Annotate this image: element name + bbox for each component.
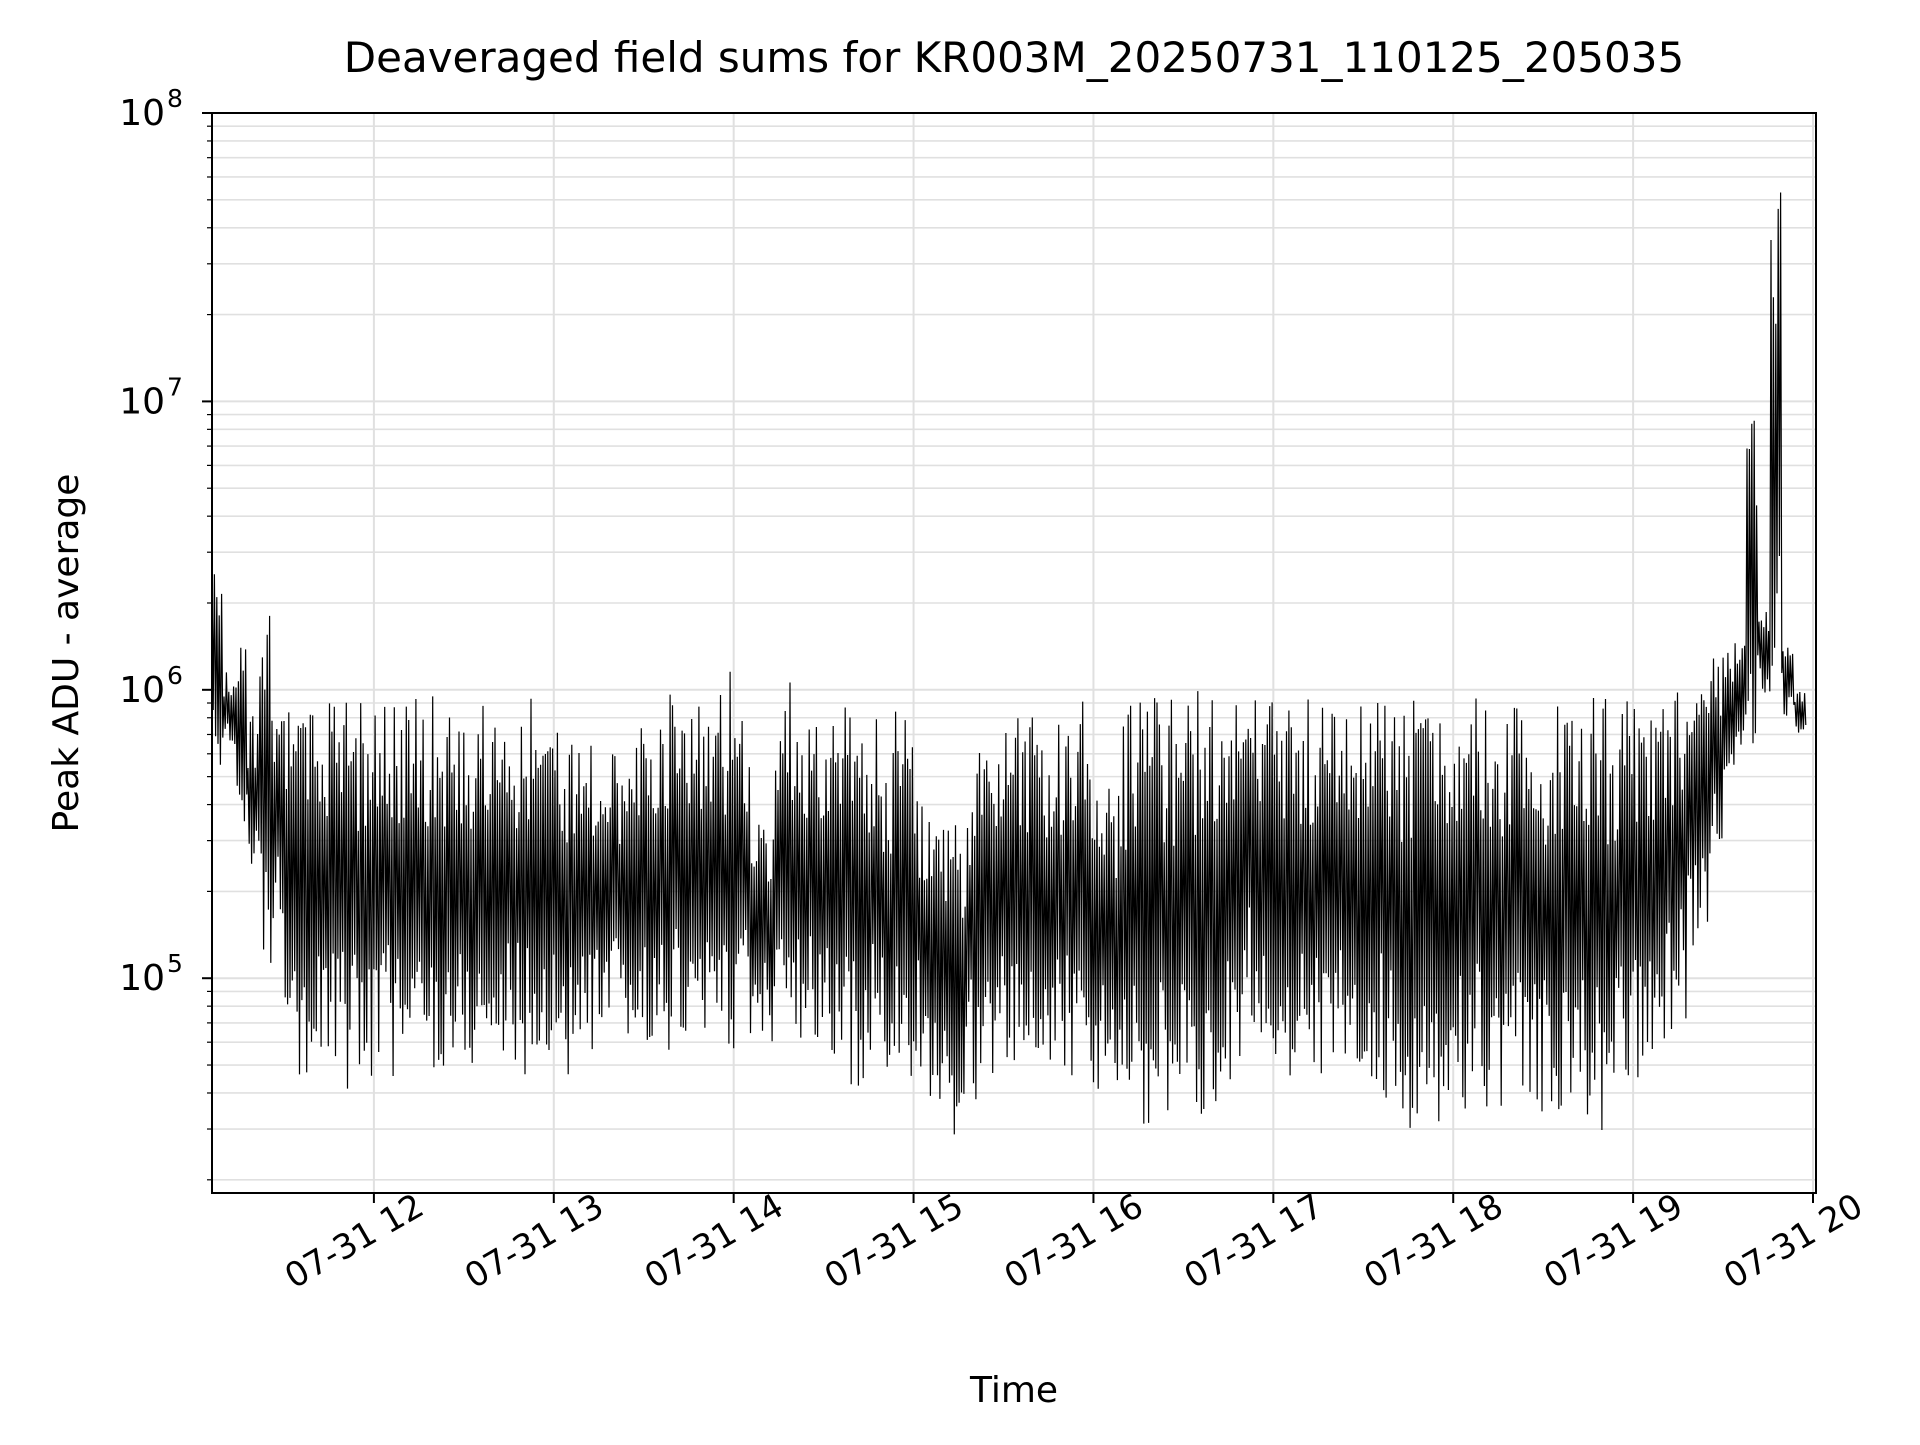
y-tick-label-exponent: 5	[167, 949, 183, 978]
y-axis-label: Peak ADU - average	[46, 474, 87, 833]
y-tick-label-exponent: 8	[167, 84, 183, 113]
chart-title: Deaveraged field sums for KR003M_2025073…	[344, 33, 1684, 82]
y-tick-label-base: 10	[119, 381, 165, 422]
y-tick-label-base: 10	[119, 93, 165, 134]
y-tick-label-exponent: 7	[167, 372, 183, 401]
y-tick-label-base: 10	[119, 958, 165, 999]
series	[211, 192, 1807, 1135]
y-tick-label-base: 10	[119, 670, 165, 711]
series-line	[211, 192, 1807, 1135]
x-axis-label: Time	[969, 1370, 1058, 1411]
plot-frame	[211, 112, 1817, 1194]
y-tick-label-exponent: 6	[167, 661, 183, 690]
